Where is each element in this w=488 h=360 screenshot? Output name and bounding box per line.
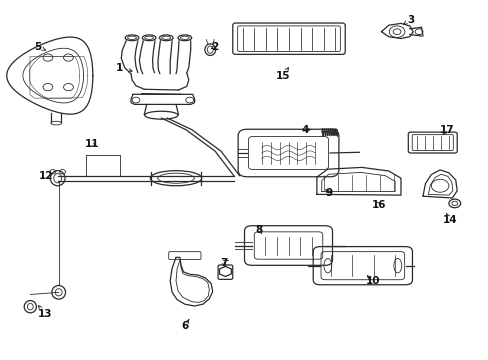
Text: 7: 7	[220, 258, 227, 268]
Text: 17: 17	[439, 125, 454, 135]
Text: 4: 4	[301, 125, 309, 135]
Text: 10: 10	[365, 276, 379, 286]
Text: 5: 5	[35, 42, 41, 52]
Text: 12: 12	[39, 171, 54, 181]
Text: 9: 9	[325, 188, 331, 198]
Text: 16: 16	[371, 200, 386, 210]
Text: 14: 14	[442, 215, 456, 225]
Text: 13: 13	[38, 309, 52, 319]
Text: 11: 11	[84, 139, 99, 149]
Text: 15: 15	[275, 71, 289, 81]
Text: 6: 6	[181, 321, 188, 331]
Text: 8: 8	[255, 225, 262, 235]
Text: 1: 1	[116, 63, 123, 73]
Text: 2: 2	[211, 42, 218, 52]
Text: 3: 3	[407, 15, 413, 25]
